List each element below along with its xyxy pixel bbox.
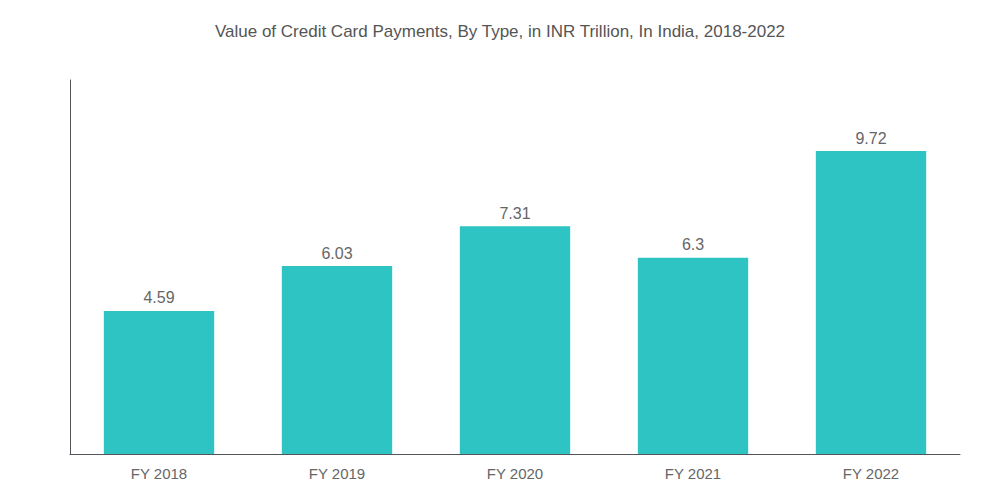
svg-text:Value of Credit Card Payments,: Value of Credit Card Payments, By Type, … — [215, 22, 785, 41]
svg-text:FY 2019: FY 2019 — [309, 465, 365, 482]
svg-text:FY 2021: FY 2021 — [665, 465, 721, 482]
svg-text:4.59: 4.59 — [143, 289, 174, 306]
svg-text:9.72: 9.72 — [855, 130, 886, 147]
svg-text:FY 2018: FY 2018 — [131, 465, 187, 482]
svg-text:6.3: 6.3 — [682, 236, 704, 253]
svg-text:FY 2022: FY 2022 — [843, 465, 899, 482]
svg-text:6.03: 6.03 — [321, 245, 352, 262]
svg-text:7.31: 7.31 — [499, 205, 530, 222]
svg-text:FY 2020: FY 2020 — [487, 465, 543, 482]
